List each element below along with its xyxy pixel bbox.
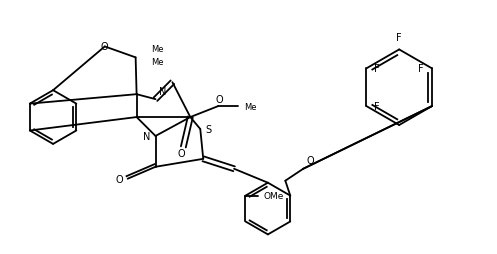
Text: O: O xyxy=(215,95,223,105)
Text: Me: Me xyxy=(244,102,256,111)
Text: O: O xyxy=(306,155,314,165)
Text: OMe: OMe xyxy=(263,191,284,200)
Text: Me: Me xyxy=(152,58,164,67)
Text: O: O xyxy=(101,42,109,52)
Text: F: F xyxy=(374,102,380,112)
Text: O: O xyxy=(115,174,123,184)
Text: F: F xyxy=(397,33,402,43)
Text: Me: Me xyxy=(152,45,164,54)
Text: N: N xyxy=(160,87,167,97)
Text: F: F xyxy=(418,64,424,74)
Text: F: F xyxy=(374,64,380,74)
Text: N: N xyxy=(143,131,151,141)
Text: O: O xyxy=(177,148,185,158)
Text: S: S xyxy=(205,124,211,134)
